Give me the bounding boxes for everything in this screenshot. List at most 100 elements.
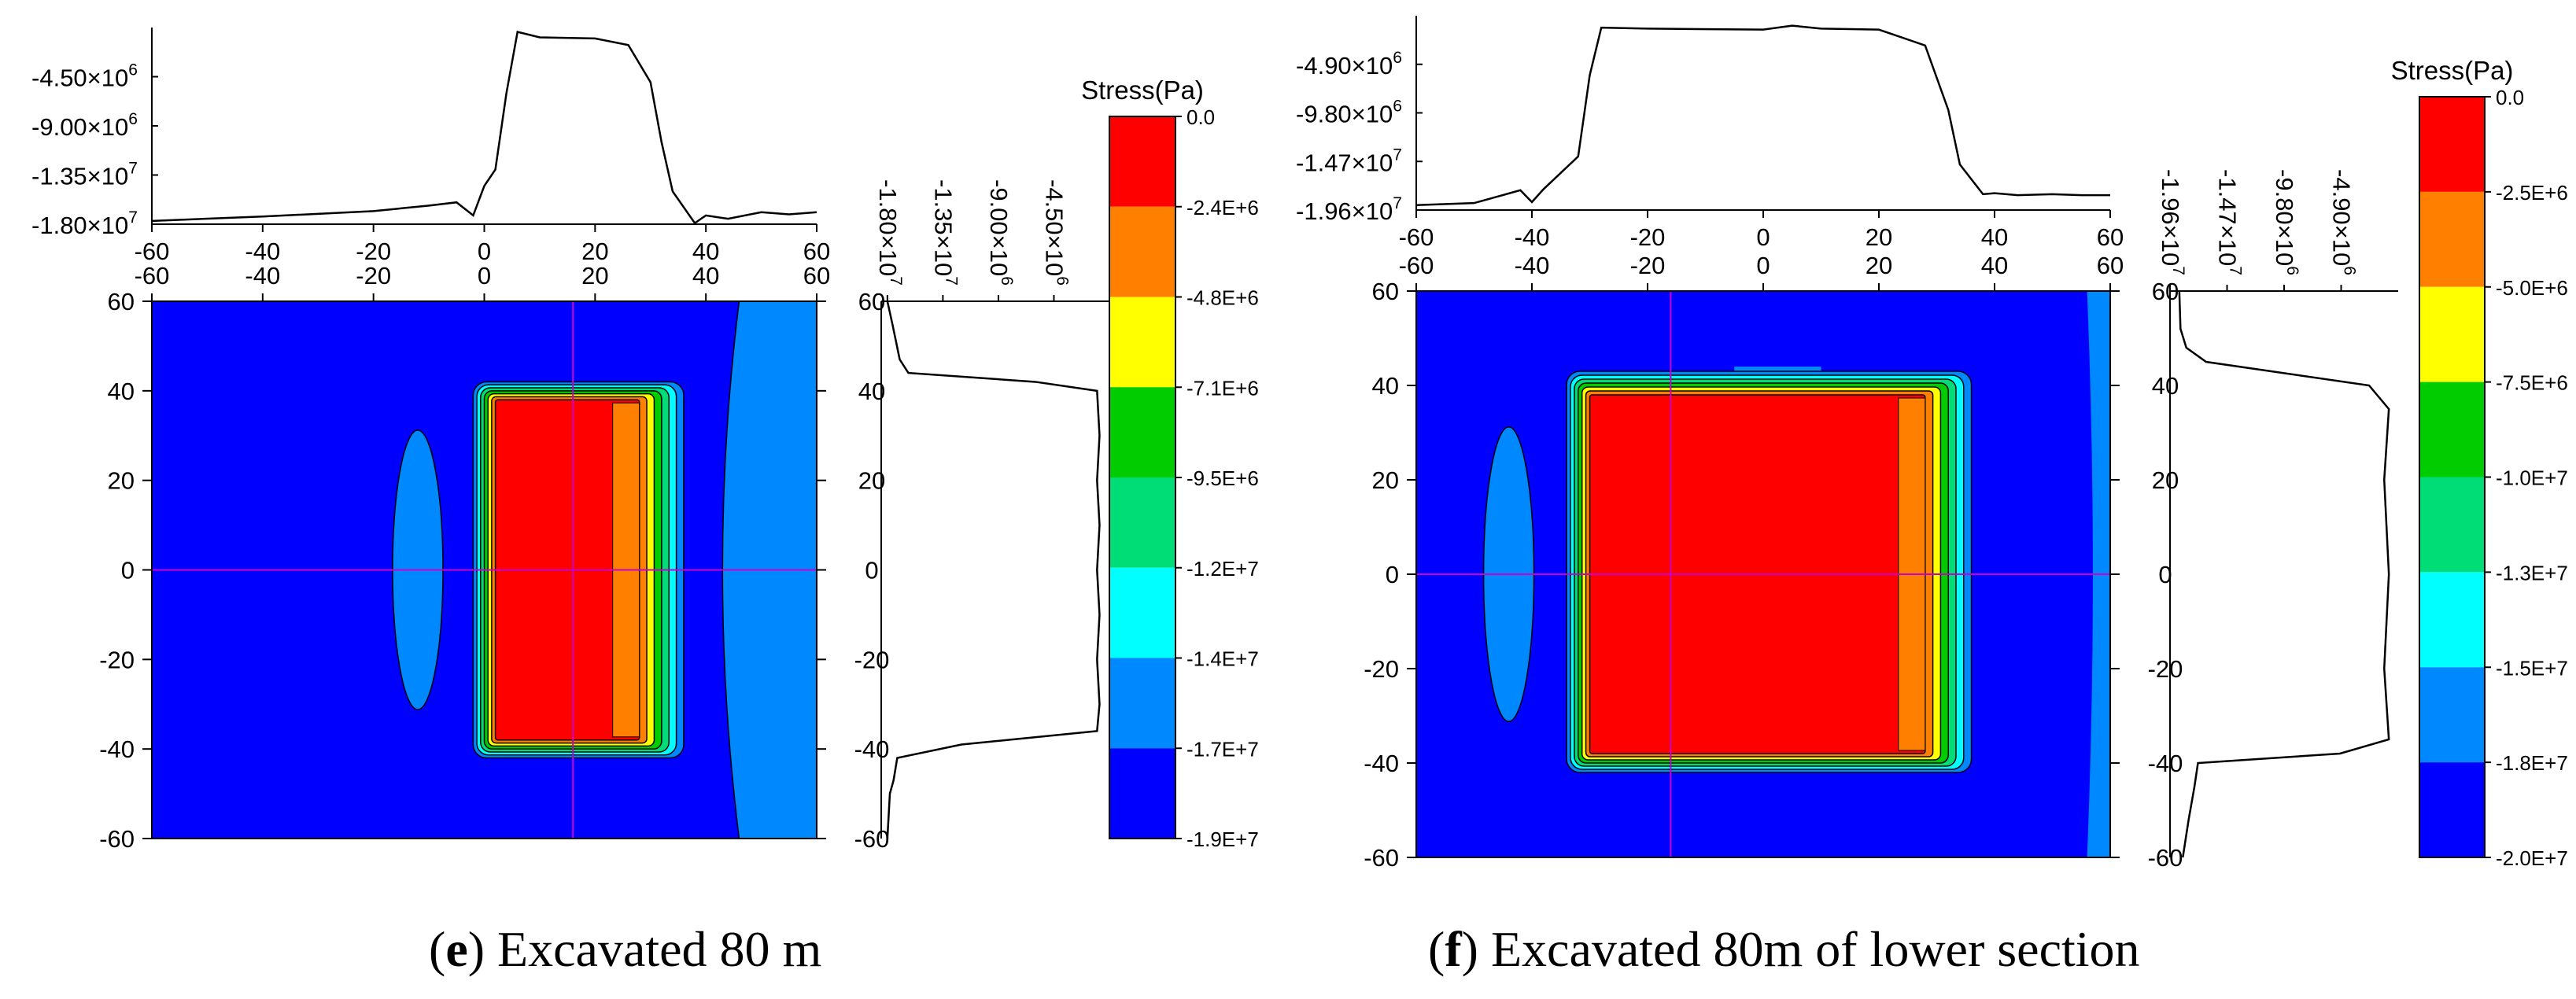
colorbar-label-4: -1.0E+7 bbox=[2496, 466, 2568, 490]
caption-e-letter: e bbox=[445, 921, 468, 977]
colorbar-segment-1 bbox=[2419, 191, 2485, 287]
top-x-tick-label-0: -60 bbox=[1399, 223, 1434, 251]
map-y-tick-label-3: 0 bbox=[1386, 561, 1399, 588]
map-y-tick-label-6: -60 bbox=[99, 825, 135, 853]
map-x-tick-label-6: 60 bbox=[2097, 252, 2124, 279]
map-y-tick-label-2: 20 bbox=[108, 467, 135, 495]
top-y-tick-label-1: -9.80×106 bbox=[1296, 98, 1402, 128]
map-y-tick-label-right-6: -60 bbox=[854, 825, 890, 853]
colorbar-segment-1 bbox=[1109, 206, 1175, 297]
colorbar-label-8: -2.0E+7 bbox=[2496, 846, 2568, 870]
map-y-tick-label-2: 20 bbox=[1372, 466, 1399, 494]
map-y-tick-label-1: 40 bbox=[108, 378, 135, 405]
map-y-tick-label-right-2: 20 bbox=[2152, 466, 2179, 494]
colorbar-segment-5 bbox=[2419, 572, 2485, 668]
map-y-tick-label-5: -40 bbox=[99, 735, 135, 763]
top-x-tick-label-5: 40 bbox=[1981, 223, 2008, 251]
map-x-tick-label-2: -20 bbox=[1630, 252, 1666, 279]
map-y-tick-label-right-3: 0 bbox=[2158, 561, 2172, 588]
top-y-tick-label-2: -1.47×107 bbox=[1296, 146, 1402, 176]
colorbar-label-6: -1.4E+7 bbox=[1187, 647, 1259, 671]
side-x-tick-label-3: -4.50×106 bbox=[1040, 179, 1071, 286]
colorbar-segment-4 bbox=[1109, 477, 1175, 568]
colorbar-segment-0 bbox=[2419, 97, 2485, 192]
top-y-tick-label-0: -4.90×106 bbox=[1296, 49, 1402, 79]
top-x-tick-label-4: 20 bbox=[581, 238, 608, 265]
colorbar-segment-2 bbox=[1109, 297, 1175, 388]
top-y-tick-label-0: -4.50×106 bbox=[31, 61, 138, 92]
map-y-tick-label-right-5: -40 bbox=[2148, 750, 2183, 777]
top-x-tick-label-5: 40 bbox=[692, 238, 719, 265]
colorbar-segment-6 bbox=[1109, 658, 1175, 749]
colorbar-segment-7 bbox=[1109, 748, 1175, 839]
side-x-tick-label-1: -1.47×107 bbox=[2214, 169, 2245, 275]
caption-e-text: Excavated 80 m bbox=[497, 921, 822, 977]
colorbar-segment-3 bbox=[1109, 387, 1175, 477]
colorbar-segment-4 bbox=[2419, 477, 2485, 573]
map-x-tick-label-1: -40 bbox=[245, 262, 280, 289]
top-profile-line bbox=[1415, 24, 2110, 206]
colorbar-segment-7 bbox=[2419, 762, 2485, 857]
colorbar-segment-2 bbox=[2419, 286, 2485, 382]
colorbar-label-2: -5.0E+6 bbox=[2496, 276, 2568, 300]
map-x-tick-label-0: -60 bbox=[1399, 252, 1434, 279]
colorbar-label-5: -1.2E+7 bbox=[1187, 557, 1259, 581]
colorbar-segment-0 bbox=[1109, 116, 1175, 207]
map-x-tick-label-2: -20 bbox=[356, 262, 391, 289]
map-y-tick-label-right-1: 40 bbox=[2152, 372, 2179, 400]
map-x-tick-label-1: -40 bbox=[1515, 252, 1550, 279]
colorbar-label-7: -1.8E+7 bbox=[2496, 751, 2568, 775]
map-y-tick-label-right-5: -40 bbox=[854, 735, 890, 763]
map-x-tick-label-3: 0 bbox=[478, 262, 491, 289]
map-x-tick-label-4: 20 bbox=[581, 262, 608, 289]
colorbar-label-5: -1.3E+7 bbox=[2496, 561, 2568, 584]
map-y-tick-label-right-6: -60 bbox=[2148, 844, 2183, 872]
side-x-tick-label-0: -1.96×107 bbox=[2157, 169, 2187, 275]
colorbar-label-3: -7.5E+6 bbox=[2496, 371, 2568, 395]
map-y-tick-label-right-4: -20 bbox=[854, 646, 890, 673]
caption-f: (f) Excavated 80m of lower section bbox=[1428, 921, 2140, 977]
top-x-tick-label-2: -20 bbox=[356, 238, 391, 265]
map-y-tick-label-right-4: -20 bbox=[2148, 655, 2183, 683]
colorbar-label-2: -4.8E+6 bbox=[1187, 286, 1259, 310]
map-x-tick-label-4: 20 bbox=[1866, 252, 1892, 279]
colorbar-segment-6 bbox=[2419, 667, 2485, 763]
map-y-tick-label-0: 60 bbox=[108, 288, 135, 315]
colorbar-label-0: 0.0 bbox=[1187, 105, 1215, 129]
top-x-tick-label-4: 20 bbox=[1866, 223, 1892, 251]
colorbar-segment-3 bbox=[2419, 382, 2485, 477]
map-x-tick-label-5: 40 bbox=[1981, 252, 2008, 279]
map-y-tick-label-right-3: 0 bbox=[865, 557, 878, 584]
side-x-tick-label-0: -1.80×107 bbox=[874, 179, 905, 286]
caption-f-text: Excavated 80m of lower section bbox=[1490, 921, 2140, 977]
map-y-tick-label-0: 60 bbox=[1372, 278, 1399, 305]
colorbar-label-0: 0.0 bbox=[2496, 86, 2524, 109]
map-x-tick-label-6: 60 bbox=[803, 262, 830, 289]
map-y-tick-label-4: -20 bbox=[1364, 655, 1399, 683]
top-y-tick-label-3: -1.96×107 bbox=[1296, 194, 1402, 225]
caption-e: (e) Excavated 80 m bbox=[429, 921, 822, 977]
colorbar-label-8: -1.9E+7 bbox=[1187, 828, 1259, 851]
colorbar-title: Stress(Pa) bbox=[1081, 76, 1204, 105]
top-x-tick-label-3: 0 bbox=[478, 238, 491, 265]
top-y-tick-label-1: -9.00×106 bbox=[31, 110, 138, 141]
colorbar-label-4: -9.5E+6 bbox=[1187, 466, 1259, 490]
side-profile-line bbox=[2178, 290, 2390, 858]
colorbar-label-6: -1.5E+7 bbox=[2496, 656, 2568, 680]
top-y-tick-label-2: -1.35×107 bbox=[31, 160, 138, 190]
top-profile-line bbox=[151, 31, 817, 225]
top-x-tick-label-6: 60 bbox=[803, 238, 830, 265]
top-y-tick-label-3: -1.80×107 bbox=[31, 208, 138, 239]
top-x-tick-label-6: 60 bbox=[2097, 223, 2124, 251]
side-x-tick-label-2: -9.00×106 bbox=[985, 179, 1016, 286]
map-x-tick-label-3: 0 bbox=[1756, 252, 1770, 279]
map-x-tick-label-0: -60 bbox=[135, 262, 170, 289]
side-profile-line bbox=[886, 300, 1101, 839]
side-x-tick-label-2: -9.80×106 bbox=[2271, 169, 2301, 275]
top-x-tick-label-2: -20 bbox=[1630, 223, 1666, 251]
colorbar-title: Stress(Pa) bbox=[2391, 56, 2514, 85]
map-y-tick-label-4: -20 bbox=[99, 646, 135, 673]
map-y-tick-label-6: -60 bbox=[1364, 844, 1399, 872]
